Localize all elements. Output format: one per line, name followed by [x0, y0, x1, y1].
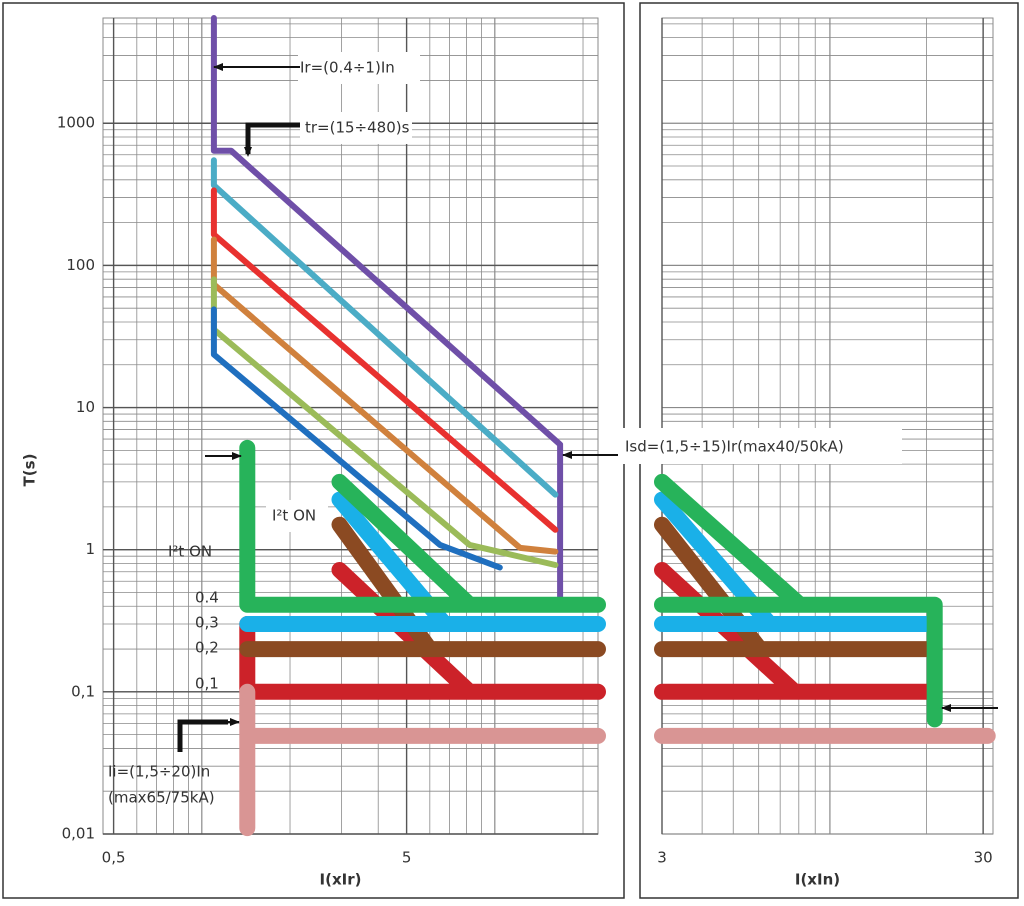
annotation: 0.4: [195, 589, 219, 607]
annotation-box: [300, 112, 412, 144]
annotation: Ii=(1,5÷20)In: [108, 763, 210, 781]
x-axis-label: I(xIr): [320, 871, 362, 889]
x-tick-label: 0,5: [102, 849, 126, 867]
annotations: 0,01 0,1 1 10 100 1000 0,5 5 I(xIr) T(s) Ir=(0.4÷1…: [21, 52, 993, 889]
annotation: 0,3: [195, 614, 219, 632]
short-time-curve: [239, 683, 606, 837]
y-tick-label: 1000: [57, 114, 95, 132]
long-time-curve: [210, 157, 559, 498]
short-time-curve: [239, 439, 606, 613]
annotation-box: [266, 500, 328, 532]
annotation: Ir=(0.4÷1)In: [300, 59, 395, 77]
y-tick-label: 10: [76, 398, 95, 416]
y-axis-label: T(s): [21, 454, 39, 487]
annotation: I²t ON: [272, 507, 316, 525]
annotation: (max65/75kA): [108, 789, 215, 807]
x-tick-label: 30: [974, 849, 993, 867]
arrows: [177, 63, 998, 752]
annotation-box: [612, 428, 902, 464]
y-tick-label: 100: [66, 256, 95, 274]
long-time-curve: [210, 187, 559, 533]
annotation: 0,2: [195, 639, 219, 657]
x-axis-label: I(xIn): [795, 871, 840, 889]
y-tick-label: 0,1: [71, 682, 95, 700]
long-time-curve: [210, 306, 503, 571]
curves: [210, 15, 996, 837]
long-time-curve: [210, 15, 564, 602]
short-time-curve: [654, 473, 943, 728]
long-time-curve: [210, 236, 559, 555]
grid: [102, 17, 994, 835]
y-tick-label: 1: [85, 540, 95, 558]
annotation: Isd=(1,5÷15)Ir(max40/50kA): [625, 438, 844, 456]
y-tick-label: 0,01: [62, 825, 95, 843]
annotation: tr=(15÷480)s: [305, 119, 410, 137]
annotation: I²t ON: [168, 543, 212, 561]
arrow: [177, 719, 228, 752]
annotation-box: [298, 52, 420, 84]
annotation: 0,1: [195, 675, 219, 693]
long-time-curve: [210, 276, 559, 568]
arrow: [245, 122, 300, 154]
x-tick-label: 3: [657, 849, 667, 867]
x-tick-label: 5: [402, 849, 412, 867]
